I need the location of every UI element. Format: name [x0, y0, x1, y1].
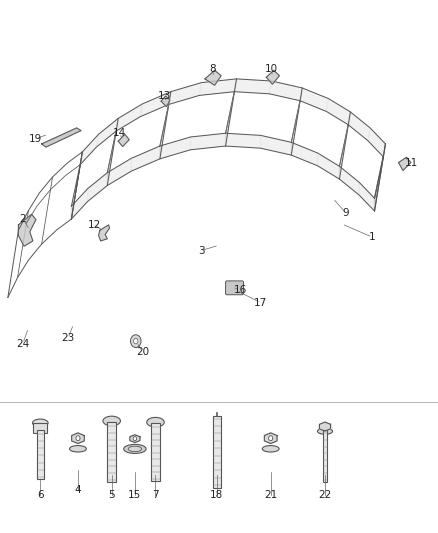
Ellipse shape: [103, 416, 120, 426]
FancyBboxPatch shape: [226, 281, 244, 295]
Polygon shape: [374, 144, 385, 211]
Text: 2: 2: [19, 214, 26, 223]
FancyBboxPatch shape: [213, 416, 221, 488]
FancyBboxPatch shape: [322, 430, 328, 482]
Ellipse shape: [318, 429, 332, 434]
Polygon shape: [339, 166, 359, 195]
FancyBboxPatch shape: [33, 423, 47, 433]
Polygon shape: [96, 118, 118, 147]
Polygon shape: [160, 137, 191, 159]
Circle shape: [134, 338, 138, 344]
Text: 14: 14: [113, 128, 126, 138]
Polygon shape: [161, 96, 170, 107]
Polygon shape: [359, 182, 374, 211]
Polygon shape: [205, 70, 221, 85]
Polygon shape: [348, 112, 370, 141]
Text: 13: 13: [158, 91, 171, 101]
Polygon shape: [261, 135, 291, 155]
Polygon shape: [18, 214, 36, 246]
Text: 21: 21: [264, 490, 277, 499]
Circle shape: [133, 437, 137, 441]
Ellipse shape: [147, 417, 164, 427]
Polygon shape: [131, 146, 160, 171]
Polygon shape: [116, 104, 142, 131]
FancyBboxPatch shape: [151, 423, 160, 481]
Polygon shape: [80, 134, 99, 165]
Polygon shape: [318, 153, 339, 179]
Text: 7: 7: [152, 490, 159, 499]
Text: 1: 1: [369, 232, 376, 242]
Polygon shape: [130, 435, 140, 442]
FancyBboxPatch shape: [107, 422, 116, 482]
Text: 5: 5: [108, 490, 115, 499]
Polygon shape: [191, 133, 226, 150]
Text: 18: 18: [210, 490, 223, 499]
Polygon shape: [88, 173, 107, 201]
Ellipse shape: [32, 419, 48, 427]
Polygon shape: [72, 433, 84, 443]
Text: 9: 9: [343, 208, 350, 218]
Polygon shape: [226, 79, 237, 146]
Text: 19: 19: [29, 134, 42, 143]
Polygon shape: [339, 112, 350, 179]
Text: 6: 6: [37, 490, 44, 499]
Polygon shape: [107, 158, 131, 185]
Text: 15: 15: [128, 490, 141, 499]
Polygon shape: [160, 92, 171, 159]
Polygon shape: [71, 189, 88, 219]
Text: 20: 20: [136, 347, 149, 357]
Polygon shape: [374, 144, 385, 211]
Polygon shape: [226, 133, 261, 148]
Polygon shape: [42, 128, 81, 147]
Polygon shape: [118, 134, 129, 147]
Polygon shape: [291, 88, 302, 155]
Polygon shape: [269, 81, 302, 101]
Polygon shape: [266, 70, 279, 84]
Polygon shape: [234, 79, 272, 94]
Text: 22: 22: [318, 490, 332, 499]
Text: 3: 3: [198, 246, 205, 255]
Text: 12: 12: [88, 220, 101, 230]
Polygon shape: [319, 422, 331, 431]
Polygon shape: [300, 88, 328, 111]
Text: 4: 4: [74, 486, 81, 495]
Ellipse shape: [262, 446, 279, 452]
Ellipse shape: [70, 446, 86, 452]
Polygon shape: [291, 142, 318, 166]
Circle shape: [131, 335, 141, 348]
Text: 8: 8: [209, 64, 216, 74]
Ellipse shape: [128, 446, 141, 451]
Polygon shape: [399, 157, 411, 171]
Polygon shape: [199, 79, 237, 95]
Polygon shape: [326, 99, 350, 125]
Polygon shape: [140, 92, 171, 117]
Text: 24: 24: [16, 339, 29, 349]
Ellipse shape: [124, 445, 146, 454]
FancyBboxPatch shape: [37, 430, 44, 480]
Polygon shape: [107, 118, 118, 185]
Polygon shape: [71, 152, 82, 219]
Text: 17: 17: [254, 298, 267, 308]
Polygon shape: [169, 83, 201, 104]
Text: 11: 11: [405, 158, 418, 167]
Circle shape: [268, 436, 273, 441]
Text: 16: 16: [233, 286, 247, 295]
Polygon shape: [265, 433, 277, 443]
Text: 23: 23: [61, 334, 74, 343]
Polygon shape: [99, 225, 110, 241]
Circle shape: [76, 436, 80, 441]
Text: 10: 10: [265, 64, 278, 74]
Polygon shape: [368, 128, 385, 157]
